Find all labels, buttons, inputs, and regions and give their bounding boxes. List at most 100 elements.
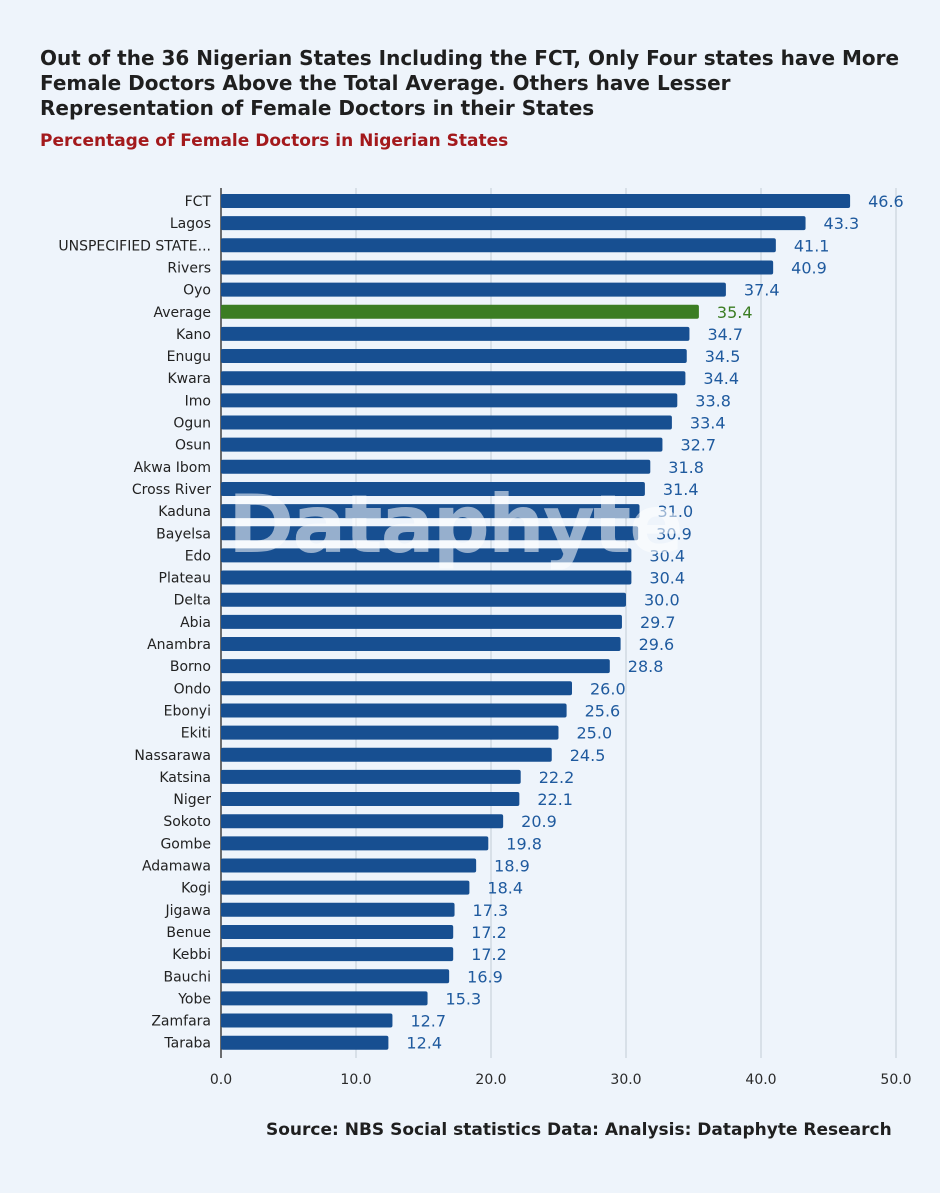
bar: [221, 614, 622, 629]
category-label: Imo: [185, 393, 211, 409]
data-label: 46.6: [868, 192, 904, 211]
data-label: 30.9: [656, 524, 692, 543]
data-label: 32.7: [680, 436, 716, 455]
category-label: Kano: [176, 327, 211, 343]
bar: [221, 880, 470, 895]
x-tick-label: 0.0: [210, 1072, 232, 1088]
data-label: 28.8: [628, 657, 664, 676]
data-label: 22.2: [539, 768, 575, 787]
x-tick-label: 20.0: [475, 1072, 506, 1088]
x-tick-label: 40.0: [745, 1072, 776, 1088]
category-label: UNSPECIFIED STATE...: [58, 238, 211, 254]
bar: [221, 282, 726, 297]
chart-title: Out of the 36 Nigerian States Including …: [40, 46, 900, 120]
category-label: FCT: [185, 194, 212, 210]
bar: [221, 836, 489, 851]
data-label: 22.1: [537, 790, 573, 809]
bar: [221, 437, 663, 452]
bar: [221, 349, 687, 364]
data-label: 20.9: [521, 812, 557, 831]
category-label: Yobe: [177, 991, 211, 1007]
bar: [221, 991, 428, 1006]
category-label: Cross River: [132, 482, 211, 498]
category-label: Gombe: [160, 836, 211, 852]
data-label: 33.8: [695, 391, 731, 410]
data-label: 33.4: [690, 414, 726, 433]
data-label: 19.8: [506, 834, 542, 853]
category-label: Ondo: [174, 681, 211, 697]
bar-chart: 0.0 10.0 20.0 30.0 40.0 50.0 FCT 46.6 Lagos 43.3 U…: [58, 188, 912, 1088]
category-label: Oyo: [183, 283, 211, 299]
category-label: Anambra: [147, 637, 211, 653]
data-label: 34.7: [707, 325, 743, 344]
bar: [221, 659, 610, 674]
category-label: Delta: [174, 593, 211, 609]
data-label: 16.9: [467, 967, 503, 986]
data-label: 30.0: [644, 591, 680, 610]
category-label: Zamfara: [151, 1014, 211, 1030]
bar: [221, 371, 686, 386]
bar: [221, 238, 776, 253]
bar: [221, 504, 640, 519]
category-label: Adamawa: [142, 859, 211, 875]
category-label: Akwa Ibom: [134, 460, 211, 476]
x-tick-label: 50.0: [880, 1072, 911, 1088]
category-label: Bauchi: [163, 969, 211, 985]
data-label: 24.5: [570, 746, 606, 765]
category-label: Katsina: [159, 770, 211, 786]
category-label: Ebonyi: [164, 703, 211, 719]
chart-subtitle: Percentage of Female Doctors in Nigerian…: [40, 131, 509, 151]
category-label: Edo: [185, 548, 211, 564]
bar: [221, 260, 774, 275]
category-label: Niger: [173, 792, 211, 808]
data-label: 29.6: [639, 635, 675, 654]
category-label: Kwara: [167, 371, 211, 387]
data-label: 25.0: [577, 724, 613, 743]
data-label: 29.7: [640, 613, 676, 632]
bar: [221, 792, 520, 807]
bar: [221, 1013, 393, 1028]
data-label: 18.4: [487, 879, 523, 898]
category-label: Ogun: [173, 416, 211, 432]
data-label: 25.6: [585, 701, 621, 720]
category-label: Kogi: [181, 881, 211, 897]
x-tick-label: 30.0: [610, 1072, 641, 1088]
bar: [221, 725, 559, 740]
bar: [221, 393, 678, 408]
data-label: 30.4: [649, 546, 685, 565]
category-label: Kaduna: [158, 504, 211, 520]
data-label: 17.2: [471, 923, 507, 942]
bar: [221, 1035, 389, 1050]
category-label: Plateau: [159, 571, 211, 587]
data-label: 31.0: [658, 502, 694, 521]
category-label: Bayelsa: [156, 526, 211, 542]
data-label: 37.4: [744, 281, 780, 300]
bar: [221, 969, 450, 984]
bar: [221, 415, 672, 430]
bar: [221, 459, 651, 474]
data-label: 34.4: [703, 369, 739, 388]
category-label: Jigawa: [164, 903, 211, 919]
category-label: Abia: [180, 615, 211, 631]
bar: [221, 216, 806, 231]
data-label: 12.4: [406, 1034, 442, 1053]
bar: [221, 681, 572, 696]
data-label: 35.4: [717, 303, 753, 322]
bar: [221, 194, 851, 208]
data-label: 30.4: [649, 569, 685, 588]
data-label: 43.3: [824, 214, 860, 233]
category-label: Rivers: [167, 260, 211, 276]
bar: [221, 326, 690, 341]
category-label: Borno: [170, 659, 211, 675]
bar: [221, 570, 632, 585]
category-label: Nassarawa: [134, 748, 211, 764]
bar: [221, 747, 552, 762]
data-label: 26.0: [590, 679, 626, 698]
category-label: Taraba: [163, 1036, 211, 1052]
data-label: 18.9: [494, 857, 530, 876]
category-label: Kebbi: [172, 947, 211, 963]
bar: [221, 858, 477, 873]
bar: [221, 481, 645, 496]
data-label: 41.1: [794, 236, 830, 255]
bar: [221, 924, 454, 939]
